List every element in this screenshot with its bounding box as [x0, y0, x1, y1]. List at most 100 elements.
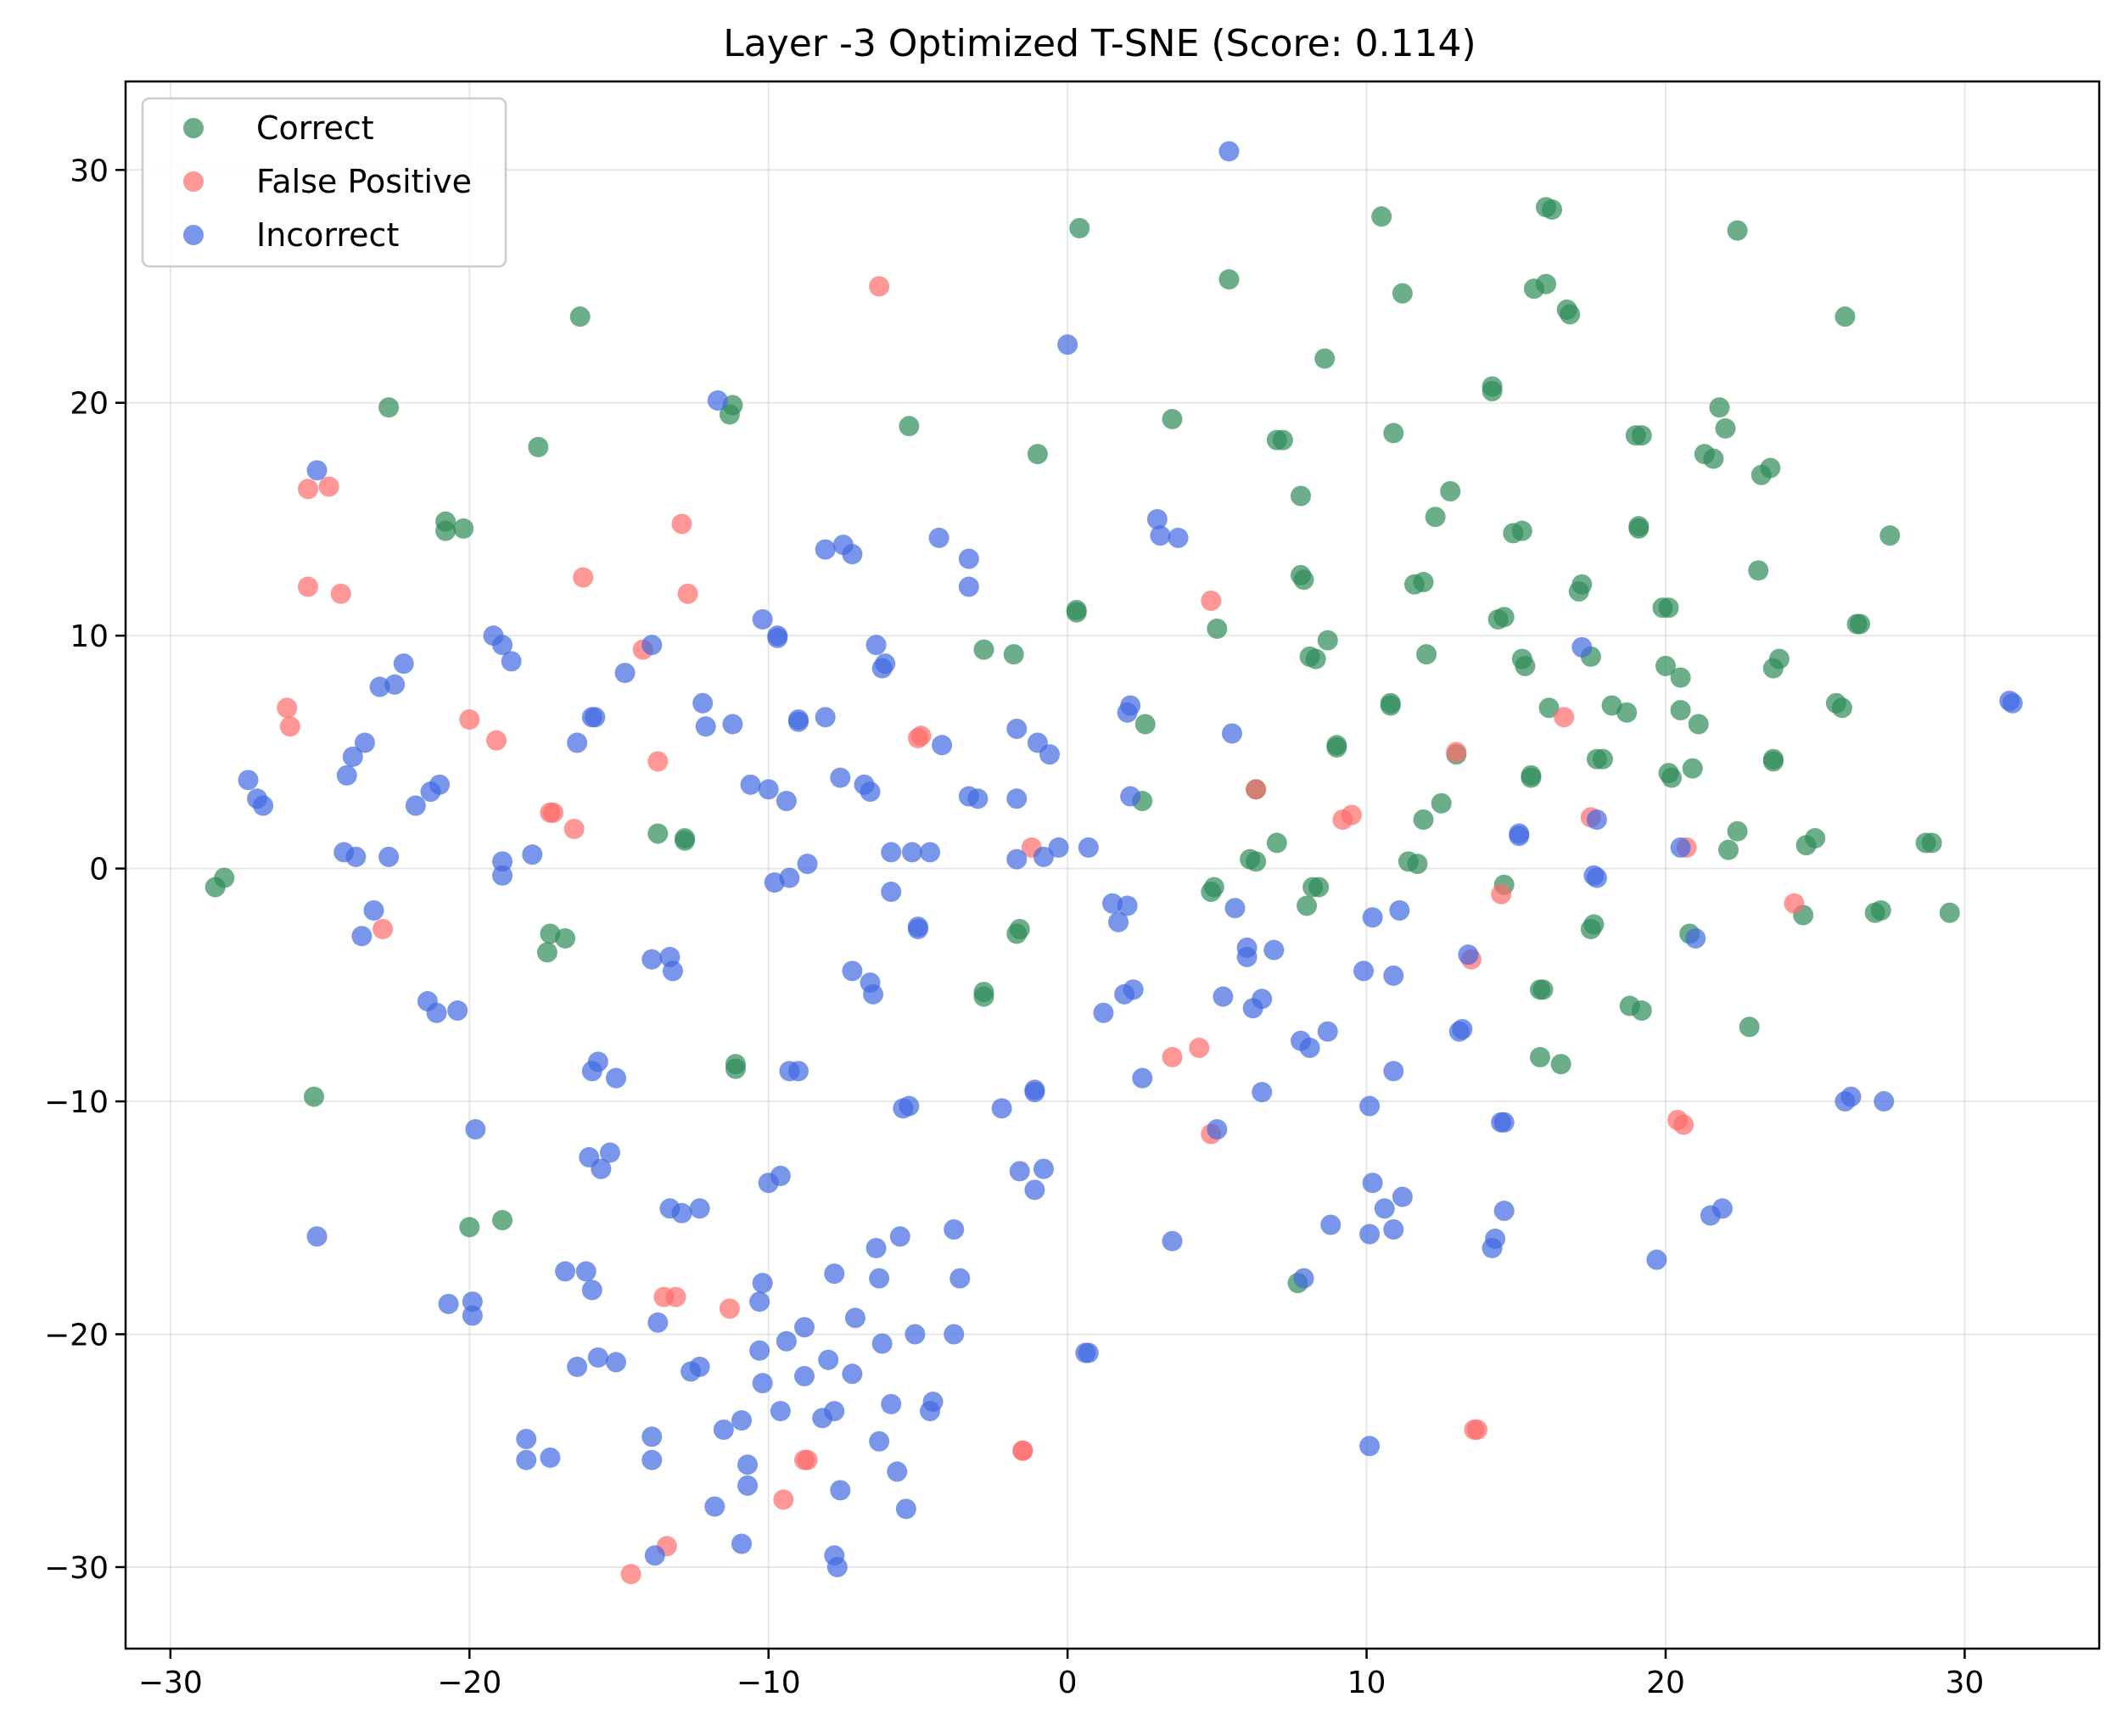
- point-incorrect: [1078, 1342, 1099, 1364]
- point-correct: [1314, 348, 1336, 369]
- point-correct: [1631, 425, 1652, 446]
- x-tick-label: −20: [437, 1666, 501, 1700]
- point-correct: [1416, 644, 1437, 665]
- point-incorrect: [689, 1356, 710, 1377]
- point-incorrect: [1024, 1179, 1045, 1201]
- point-incorrect: [887, 1461, 908, 1482]
- point-incorrect: [1293, 1268, 1314, 1289]
- point-incorrect: [614, 663, 636, 684]
- x-tick-label: 10: [1347, 1666, 1386, 1700]
- point-correct: [1297, 895, 1318, 916]
- point-incorrect: [704, 1496, 725, 1517]
- point-correct: [1717, 839, 1739, 860]
- point-correct: [1703, 448, 1724, 469]
- point-false-positive: [910, 725, 932, 747]
- point-incorrect: [737, 1454, 759, 1476]
- point-correct: [725, 1058, 746, 1079]
- point-incorrect: [345, 846, 367, 867]
- point-incorrect: [647, 1312, 669, 1333]
- point-incorrect: [393, 653, 414, 675]
- point-correct: [1027, 444, 1048, 465]
- point-correct: [1670, 667, 1691, 688]
- point-incorrect: [1236, 946, 1258, 967]
- point-incorrect: [1120, 695, 1141, 716]
- point-incorrect: [1374, 1198, 1395, 1219]
- point-incorrect: [1353, 960, 1375, 982]
- point-correct: [1583, 914, 1605, 935]
- point-incorrect: [770, 1165, 791, 1186]
- y-tick-label: −10: [44, 1085, 109, 1120]
- y-tick-label: −20: [44, 1319, 109, 1353]
- point-incorrect: [567, 732, 588, 753]
- point-correct: [1835, 306, 1856, 328]
- point-incorrect: [1224, 898, 1246, 919]
- point-incorrect: [492, 851, 513, 872]
- point-incorrect: [731, 1410, 752, 1431]
- point-incorrect: [1448, 1021, 1470, 1042]
- point-incorrect: [722, 714, 743, 735]
- point-incorrect: [1009, 1161, 1030, 1182]
- point-incorrect: [1493, 1201, 1515, 1222]
- point-incorrect: [438, 1293, 459, 1314]
- point-incorrect: [752, 1373, 773, 1394]
- x-tick-label: −10: [737, 1666, 801, 1700]
- point-correct: [1709, 397, 1730, 418]
- point-incorrect: [342, 746, 363, 767]
- point-correct: [1760, 457, 1781, 479]
- point-correct: [453, 518, 474, 539]
- point-correct: [1291, 485, 1312, 507]
- point-correct: [1521, 767, 1542, 788]
- y-tick-label: 0: [89, 853, 109, 888]
- point-incorrect: [1150, 525, 1171, 546]
- point-correct: [1009, 918, 1030, 939]
- point-incorrect: [1048, 837, 1069, 858]
- point-false-positive: [297, 479, 318, 500]
- point-incorrect: [1102, 893, 1123, 914]
- point-false-positive: [647, 751, 669, 772]
- point-correct: [1870, 900, 1891, 921]
- point-incorrect: [1132, 1067, 1153, 1089]
- point-incorrect: [1006, 848, 1028, 870]
- point-correct: [1688, 714, 1709, 735]
- point-incorrect: [591, 1158, 612, 1179]
- point-incorrect: [369, 676, 390, 697]
- point-correct: [647, 823, 669, 844]
- point-incorrect: [758, 779, 779, 800]
- point-correct: [1511, 520, 1532, 541]
- point-correct: [1134, 714, 1156, 735]
- legend-label-false-positive: False Positive: [256, 163, 472, 200]
- point-incorrect: [928, 527, 949, 548]
- point-incorrect: [1840, 1086, 1862, 1107]
- point-false-positive: [330, 583, 351, 604]
- point-correct: [214, 867, 235, 888]
- point-incorrect: [707, 389, 728, 411]
- point-correct: [1762, 748, 1784, 770]
- point-false-positive: [1466, 1420, 1487, 1441]
- point-incorrect: [644, 1545, 665, 1566]
- point-incorrect: [958, 576, 979, 597]
- point-incorrect: [844, 1308, 865, 1329]
- point-incorrect: [605, 1067, 626, 1089]
- point-incorrect: [1006, 788, 1028, 809]
- point-incorrect: [794, 1317, 815, 1338]
- point-incorrect: [737, 1475, 759, 1496]
- point-incorrect: [787, 711, 809, 732]
- point-false-positive: [797, 1449, 818, 1470]
- x-tick-label: 30: [1946, 1666, 1985, 1700]
- point-correct: [1308, 876, 1330, 898]
- point-incorrect: [991, 1098, 1012, 1119]
- point-incorrect: [889, 1226, 910, 1247]
- data-points: [204, 141, 2023, 1585]
- point-incorrect: [641, 1426, 663, 1448]
- point-false-positive: [542, 802, 563, 823]
- legend-label-correct: Correct: [256, 109, 374, 147]
- point-incorrect: [842, 544, 863, 565]
- point-correct: [1246, 851, 1267, 872]
- point-incorrect: [567, 1356, 588, 1377]
- point-incorrect: [1485, 1228, 1506, 1249]
- point-incorrect: [1670, 837, 1691, 858]
- point-incorrect: [776, 1330, 797, 1352]
- point-incorrect: [581, 1061, 602, 1082]
- point-correct: [1413, 809, 1434, 830]
- point-correct: [1670, 699, 1691, 720]
